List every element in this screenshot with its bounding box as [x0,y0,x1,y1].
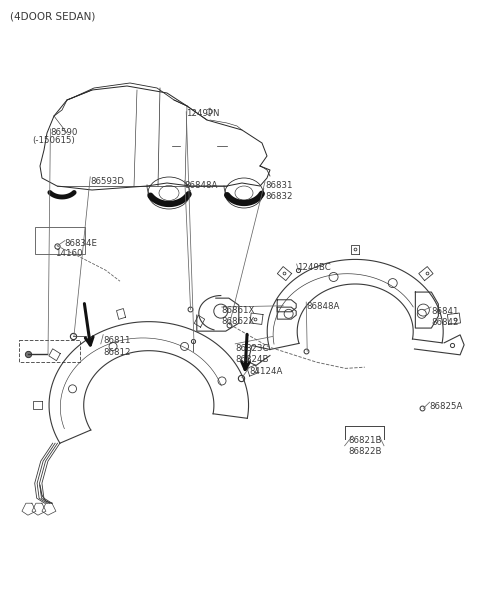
Text: 86811
86812: 86811 86812 [103,336,131,357]
Text: 86823C
86824B: 86823C 86824B [235,344,269,364]
Text: 86831
86832: 86831 86832 [265,181,292,201]
Text: 86848A: 86848A [185,181,218,190]
Text: 86590: 86590 [50,128,78,137]
Text: 86848A: 86848A [306,302,340,311]
Text: 86593D: 86593D [90,177,124,186]
Text: 14160: 14160 [55,249,83,258]
Text: 86841
86842: 86841 86842 [431,307,458,327]
Text: 86834E: 86834E [65,239,98,249]
Text: 86825A: 86825A [430,402,463,411]
Text: 86821B
86822B: 86821B 86822B [348,436,382,456]
Text: 1249BC: 1249BC [297,263,330,272]
Text: (-150615): (-150615) [33,136,75,146]
Text: (4DOOR SEDAN): (4DOOR SEDAN) [10,11,95,21]
Text: 84124A: 84124A [250,367,283,376]
Text: 1249PN: 1249PN [186,109,220,119]
Text: 86861X
86862X: 86861X 86862X [222,306,255,326]
